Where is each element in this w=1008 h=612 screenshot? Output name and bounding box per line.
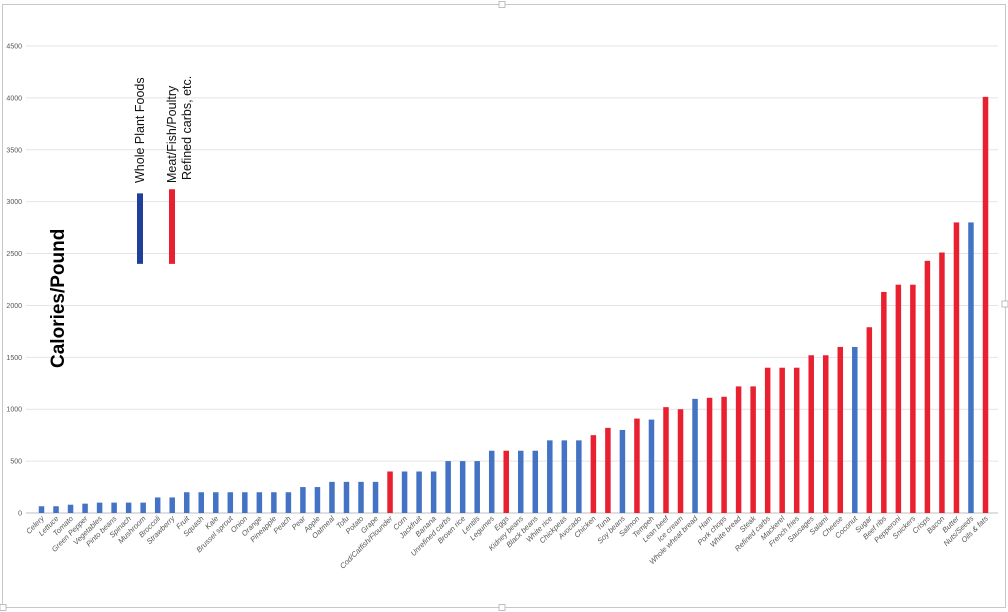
bar	[924, 260, 931, 513]
handle-top[interactable]	[498, 1, 506, 8]
y-tick-label: 3000	[6, 199, 22, 206]
y-tick-label: 500	[10, 459, 22, 466]
bars	[38, 96, 989, 514]
bar	[314, 487, 321, 513]
bar	[793, 367, 800, 513]
y-tick-label: 4500	[6, 44, 22, 51]
bar	[401, 471, 408, 513]
bar	[822, 355, 829, 513]
bar	[300, 487, 306, 513]
bar	[881, 291, 887, 513]
bar	[242, 492, 248, 513]
bar	[430, 471, 437, 513]
bar	[169, 497, 175, 513]
bar	[445, 461, 451, 513]
y-tick-label: 2500	[6, 251, 22, 258]
bar	[329, 481, 335, 513]
y-tick-label: 2000	[6, 303, 22, 310]
bar	[619, 429, 626, 513]
handle-bottom-left[interactable]	[0, 604, 7, 611]
bar	[154, 497, 161, 513]
bar	[968, 222, 974, 513]
legend-label-refined: Refined carbs, etc.	[180, 76, 194, 180]
bar	[183, 492, 190, 513]
bar	[779, 367, 785, 513]
legend-label-plant: Whole Plant Foods	[133, 77, 147, 183]
bar	[910, 284, 916, 513]
bar	[271, 492, 277, 513]
bar	[576, 440, 582, 513]
bar	[939, 252, 945, 514]
bar	[837, 346, 844, 513]
bar	[547, 440, 553, 513]
bar	[227, 492, 234, 513]
handle-bottom[interactable]	[498, 604, 506, 611]
bar	[953, 222, 960, 513]
bar	[852, 346, 858, 513]
bar	[387, 471, 393, 513]
bar	[503, 450, 509, 513]
bar	[67, 504, 74, 513]
bar	[53, 506, 59, 513]
bar	[663, 407, 669, 513]
bar	[82, 503, 88, 513]
bar	[518, 450, 524, 513]
bar	[198, 492, 205, 513]
y-tick-label: 1500	[6, 355, 22, 362]
bar	[634, 418, 640, 513]
bar	[474, 461, 480, 513]
legend-label-meat: Meat/Fish/Poultry	[165, 85, 179, 183]
bar	[372, 481, 379, 513]
bar	[285, 492, 292, 513]
bar	[706, 397, 713, 513]
bar	[416, 471, 422, 513]
bar	[532, 450, 539, 513]
bar	[764, 367, 771, 513]
bar	[561, 440, 568, 513]
bar	[125, 502, 132, 513]
handle-right[interactable]	[1001, 300, 1008, 308]
bar	[488, 450, 495, 513]
y-tick-label: 0	[18, 511, 22, 518]
bar	[38, 506, 45, 513]
bar	[692, 398, 698, 513]
bar	[213, 492, 219, 513]
bar	[648, 419, 655, 513]
y-tick-label: 4000	[6, 95, 22, 102]
bar	[358, 481, 364, 513]
bar	[590, 435, 597, 513]
y-tick-labels: 0 500 1000 1500 2000 2500 3000 3500 4000 4500	[6, 44, 22, 518]
bar	[459, 461, 466, 513]
bar	[721, 396, 727, 513]
bar	[111, 502, 117, 513]
bar	[866, 327, 873, 513]
y-axis-title: Calories/Pound	[48, 229, 69, 368]
bar	[140, 502, 146, 513]
bar	[343, 481, 350, 513]
bar	[982, 96, 989, 514]
bar	[750, 386, 756, 513]
y-tick-label: 1000	[6, 407, 22, 414]
bar	[735, 386, 742, 513]
bar	[808, 355, 814, 513]
bar	[677, 409, 684, 513]
bar	[895, 284, 902, 513]
bar	[605, 427, 611, 513]
y-tick-label: 3500	[6, 147, 22, 154]
bar	[96, 502, 103, 513]
bar	[256, 492, 263, 513]
legend: Whole Plant Foods Meat/Fish/Poultry Refi…	[133, 76, 194, 264]
